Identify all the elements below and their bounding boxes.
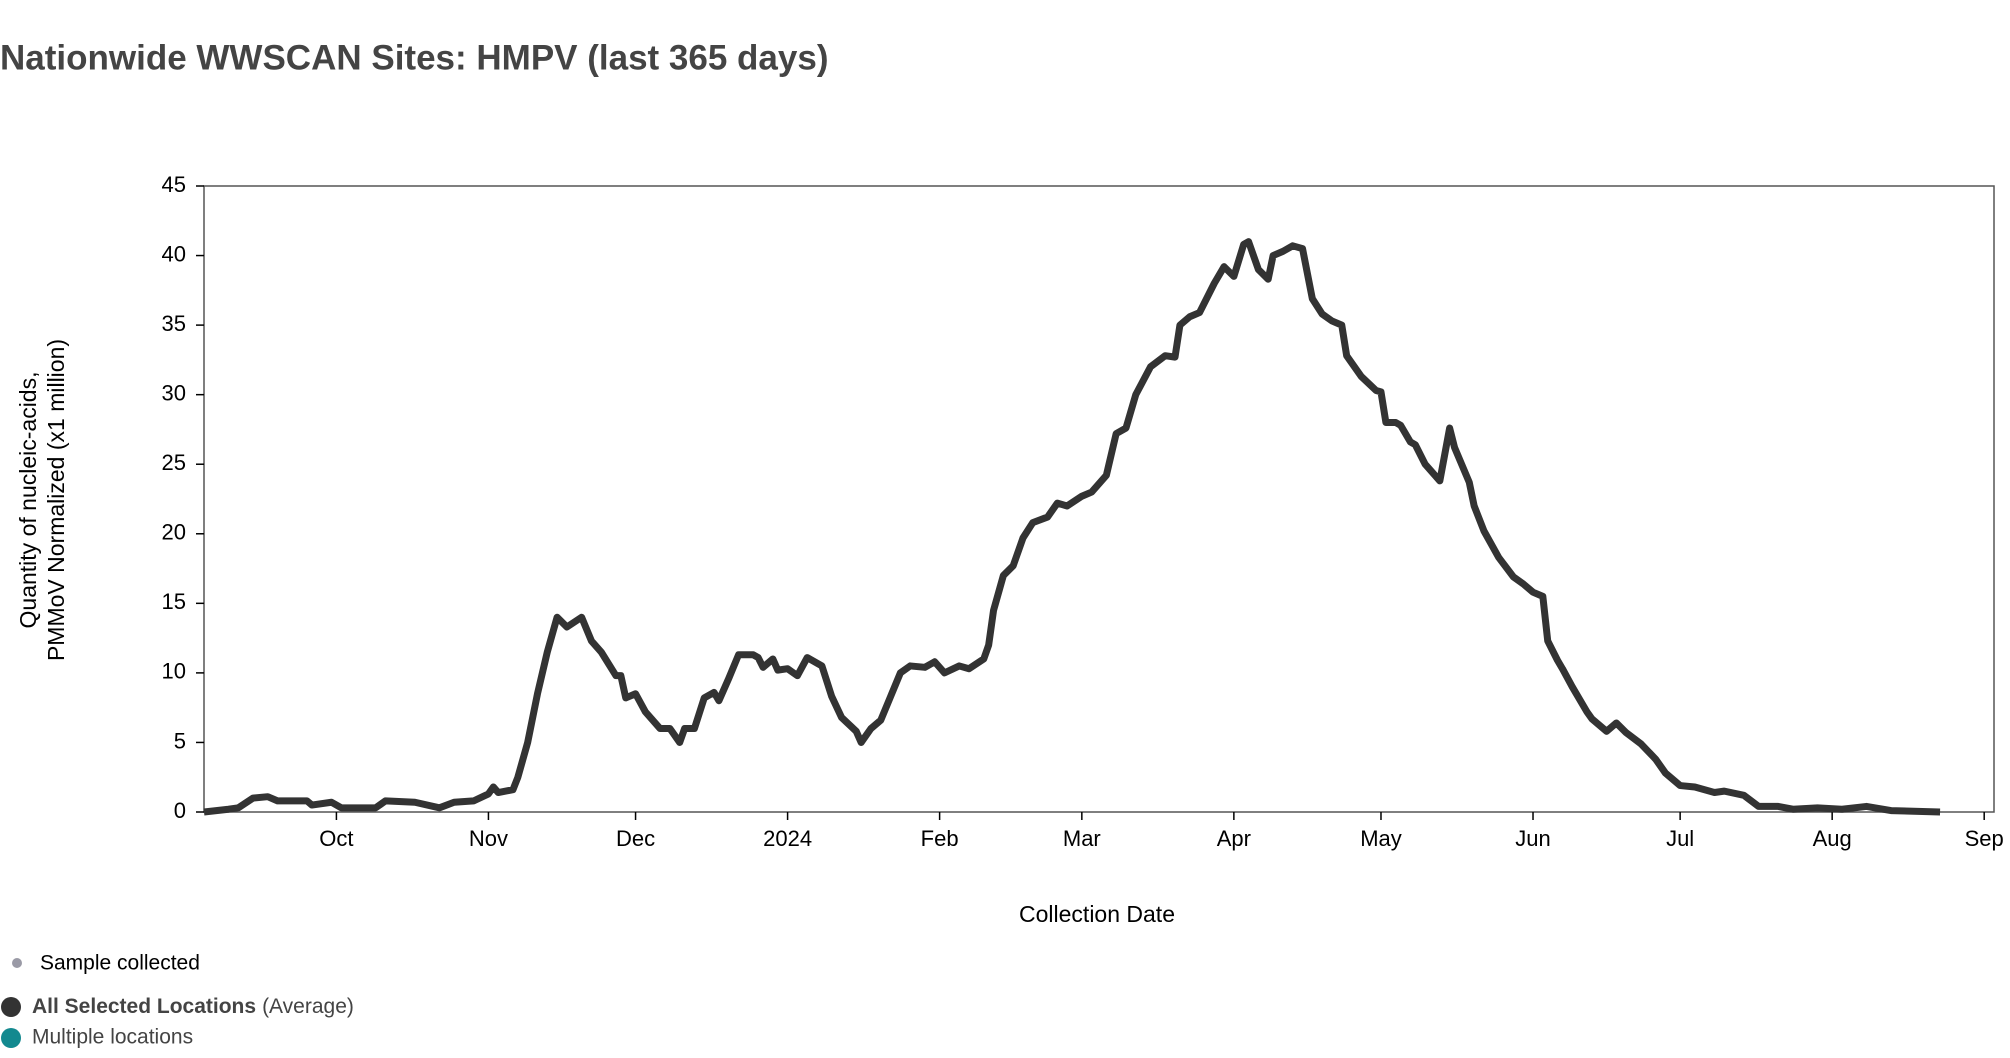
x-tick-label: May — [1360, 826, 1402, 851]
data-line — [203, 238, 1941, 816]
legend-swatch — [1, 997, 21, 1017]
y-axis-label-line: Quantity of nucleic-acids, — [15, 372, 41, 629]
y-tick-label: 25 — [162, 450, 186, 475]
x-tick-label: Sep — [1965, 826, 2004, 851]
x-tick-label: 2024 — [763, 826, 812, 851]
x-tick-label: Dec — [616, 826, 655, 851]
y-tick-label: 40 — [162, 241, 186, 266]
legend-label: All Selected Locations (Average) — [32, 995, 354, 1018]
y-tick-label: 0 — [174, 798, 186, 823]
y-tick-label: 15 — [162, 589, 186, 614]
x-axis-label: Collection Date — [1019, 901, 1175, 927]
y-axis-label: Quantity of nucleic-acids, PMMoV Normali… — [15, 339, 69, 661]
y-tick-label: 45 — [162, 172, 186, 197]
y-axis-label-line: PMMoV Normalized (x1 million) — [43, 339, 69, 661]
x-tick-label: Feb — [921, 826, 959, 851]
x-tick-label: Jun — [1515, 826, 1550, 851]
x-tick-label: Apr — [1217, 826, 1251, 851]
x-tick-label: Mar — [1063, 826, 1101, 851]
x-tick-label: Jul — [1666, 826, 1694, 851]
legend-label: Sample collected — [40, 952, 200, 975]
x-tick-label: Aug — [1813, 826, 1852, 851]
y-tick-label: 10 — [162, 659, 186, 684]
y-tick-label: 20 — [162, 520, 186, 545]
y-tick-label: 35 — [162, 311, 186, 336]
chart-title: Nationwide WWSCAN Sites: HMPV (last 365 … — [0, 38, 828, 77]
x-tick-label: Oct — [319, 826, 353, 851]
x-tick-label: Nov — [469, 826, 508, 851]
legend-label: Multiple locations — [32, 1026, 193, 1049]
plot-frame — [203, 185, 1995, 813]
legend-series-name: All Selected Locations — [32, 995, 256, 1018]
legend-series-note: (Average) — [262, 995, 354, 1018]
y-tick-label: 5 — [174, 728, 186, 753]
legend-swatch — [1, 1028, 21, 1048]
legend-swatch — [12, 958, 22, 968]
y-tick-label: 30 — [162, 380, 186, 405]
